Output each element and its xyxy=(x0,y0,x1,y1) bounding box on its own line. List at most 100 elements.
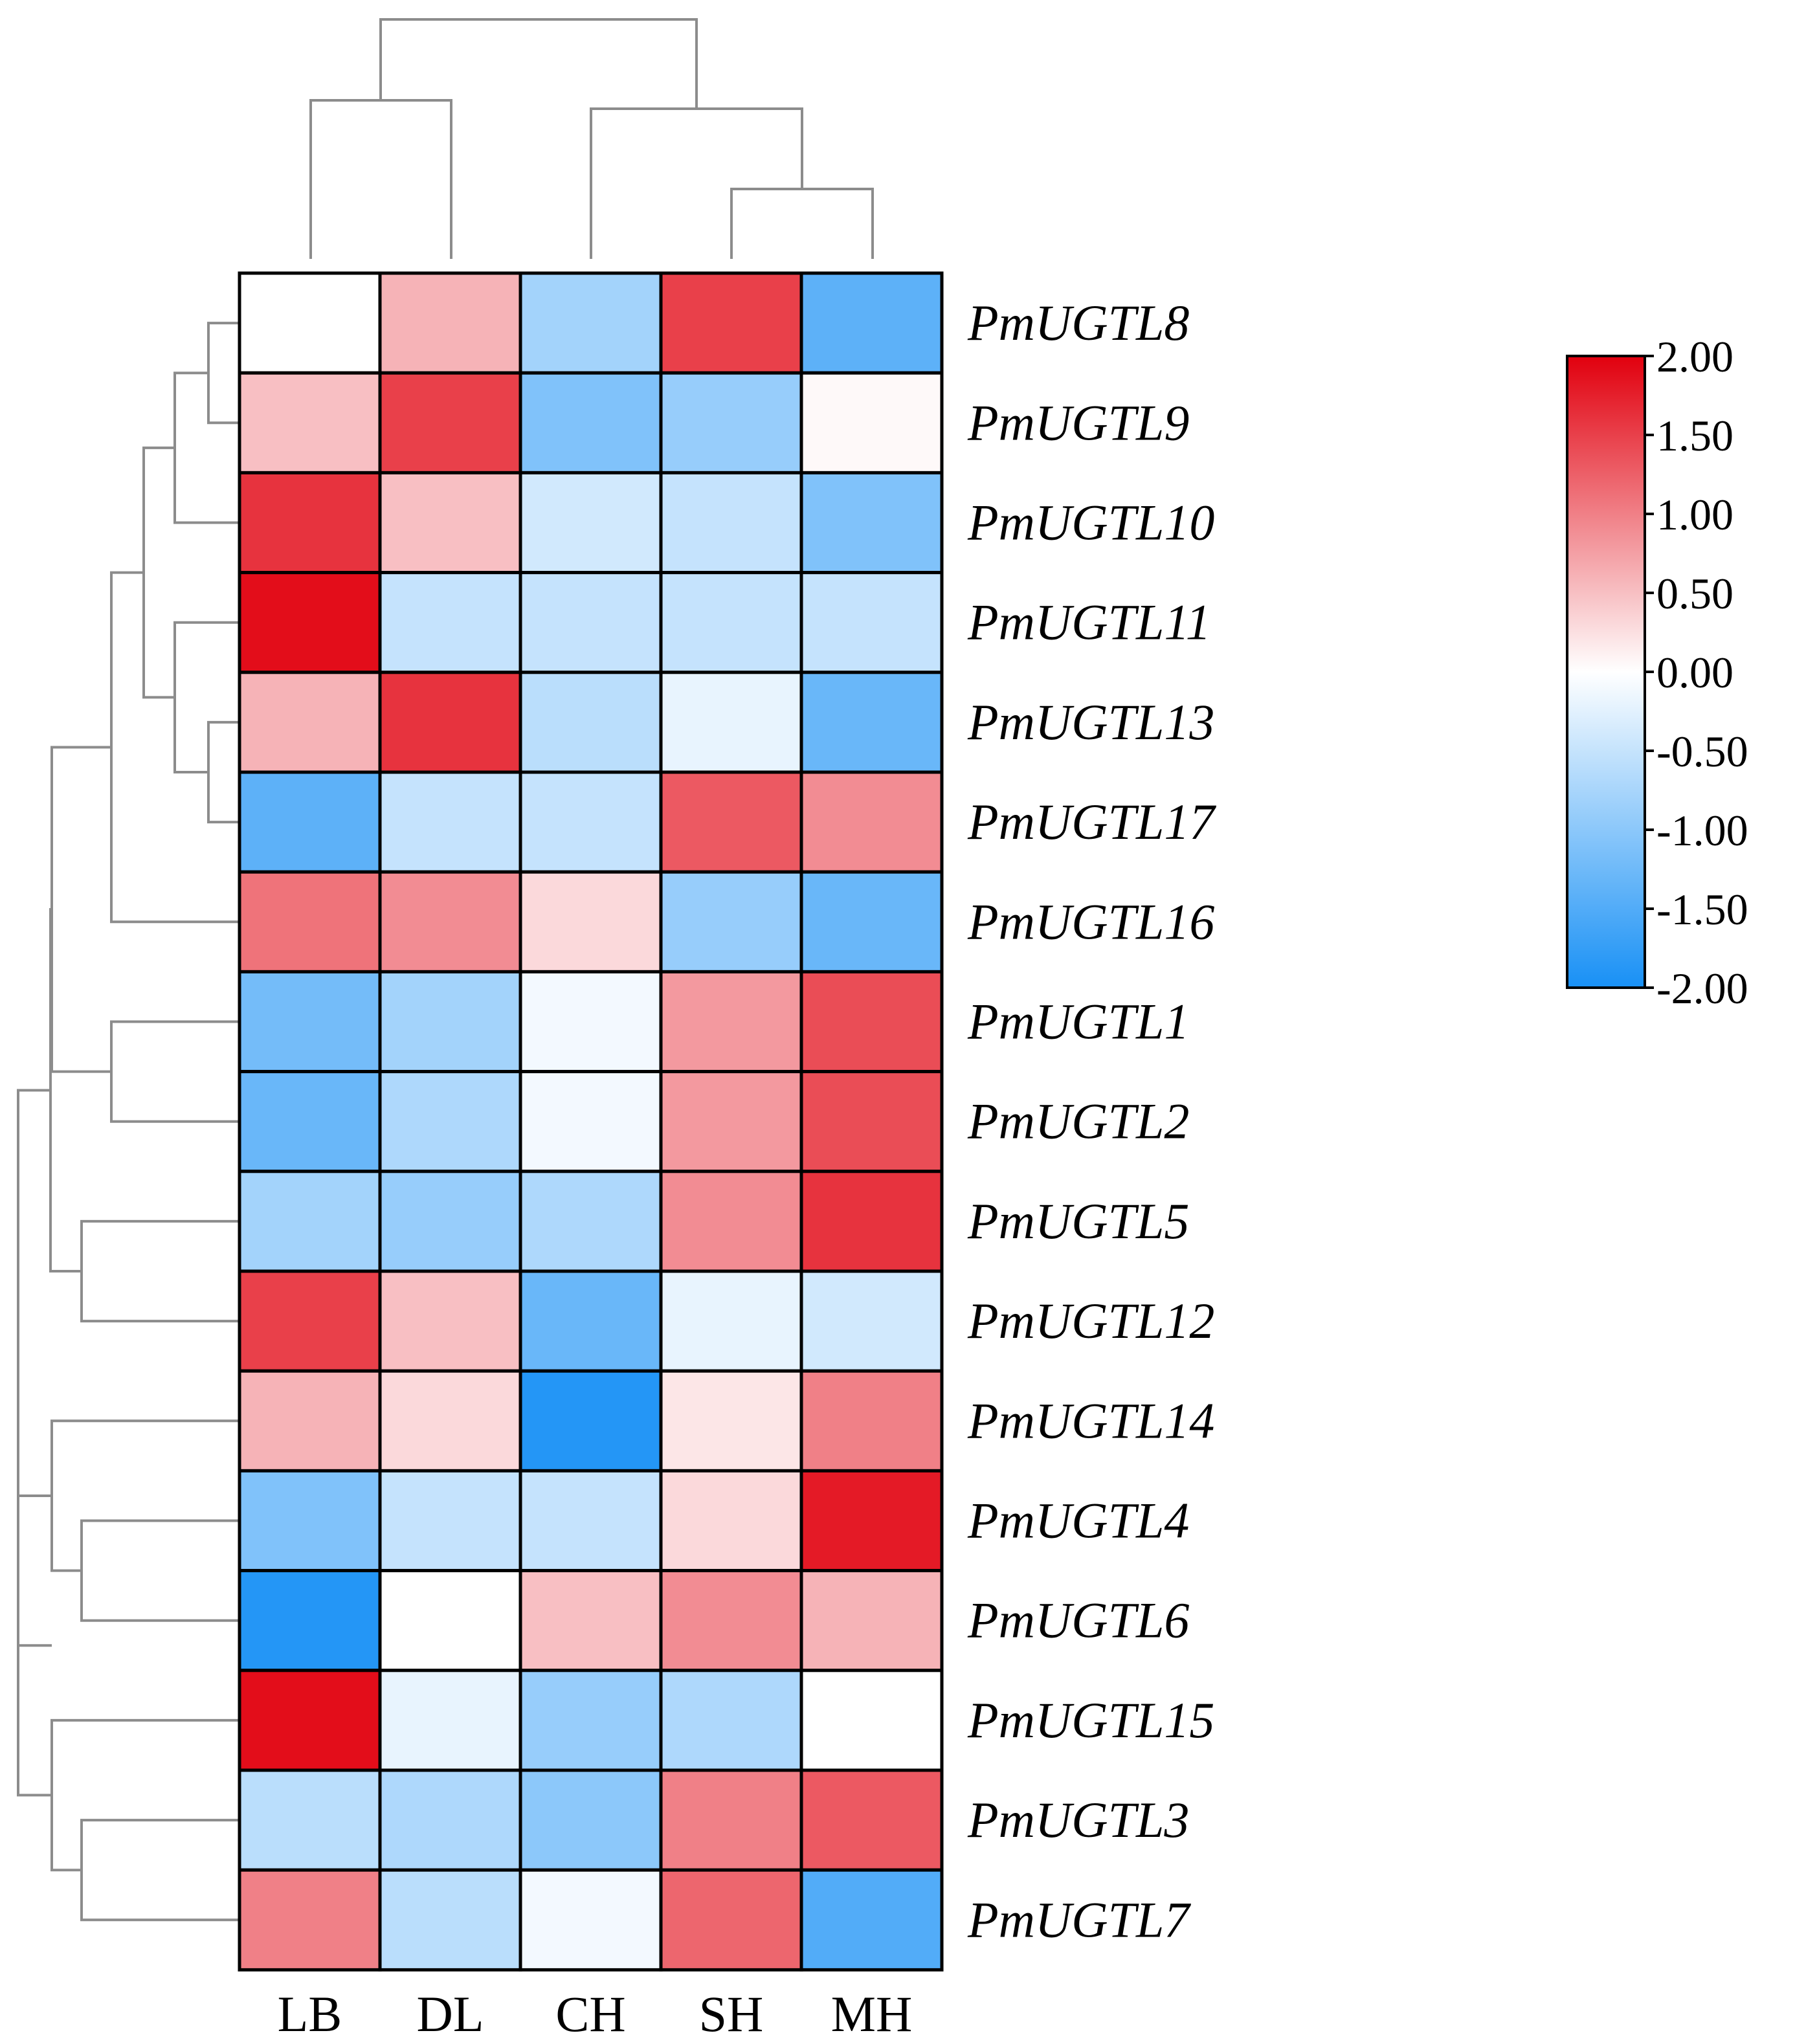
row-label: PmUGTL1 xyxy=(967,994,1189,1050)
heatmap-cell xyxy=(238,271,382,375)
heatmap-cell xyxy=(799,1070,944,1173)
heatmap-cell xyxy=(238,970,382,1074)
colorbar: 2.00 1.50 1.00 0.50 0.00 -0.50 -1.00 -1.50 -2.00 xyxy=(1566,332,1748,1013)
heatmap-cell xyxy=(238,371,382,474)
heatmap-cell xyxy=(799,1269,944,1373)
heatmap-cell xyxy=(659,970,803,1074)
colorbar-tick-label: -0.50 xyxy=(1656,727,1748,776)
heatmap-cell xyxy=(799,770,944,874)
heatmap-cell xyxy=(659,571,803,674)
heatmap-cell xyxy=(518,1469,663,1573)
heatmap-cell xyxy=(659,1868,803,1972)
heatmap-cell xyxy=(518,970,663,1074)
heatmap-cell xyxy=(518,1269,663,1373)
column-label: SH xyxy=(699,1986,764,2042)
heatmap-cell xyxy=(659,1669,803,1772)
colorbar-tick-label: -1.00 xyxy=(1656,806,1748,855)
heatmap-cell xyxy=(378,1369,522,1472)
heatmap-cell xyxy=(799,571,944,674)
heatmap-cell xyxy=(799,1669,944,1772)
row-dendro-branch xyxy=(80,1819,240,1922)
colorbar-tick-label: -2.00 xyxy=(1656,964,1748,1013)
column-label: CH xyxy=(555,1986,625,2042)
column-label: MH xyxy=(831,1986,913,2042)
heatmap-cell xyxy=(799,870,944,973)
heatmap-cell xyxy=(518,1369,663,1472)
heatmap-cell xyxy=(378,1569,522,1672)
col-dendro-branch xyxy=(590,107,803,259)
heatmap-cell xyxy=(659,1469,803,1573)
row-label: PmUGTL16 xyxy=(967,893,1214,950)
heatmap-cell xyxy=(378,1768,522,1872)
colorbar-tick-label: 0.00 xyxy=(1656,648,1734,697)
heatmap-cell xyxy=(238,1369,382,1472)
heatmap-cell xyxy=(518,671,663,774)
heatmap-cell xyxy=(378,1669,522,1772)
col-dendro-branch xyxy=(379,18,698,109)
heatmap-cell xyxy=(518,571,663,674)
column-label: DL xyxy=(417,1986,484,2042)
heatmap-cell xyxy=(238,1868,382,1972)
heatmap-cell xyxy=(238,1768,382,1872)
heatmap-cell xyxy=(238,571,382,674)
row-dendro-branch xyxy=(207,720,240,824)
heatmap-cell xyxy=(518,371,663,474)
heatmap-cell xyxy=(518,471,663,575)
heatmap-cell xyxy=(659,271,803,375)
heatmap-cell xyxy=(799,1569,944,1672)
heatmap-cell xyxy=(659,770,803,874)
heatmap-cell xyxy=(518,1768,663,1872)
heatmap-cell xyxy=(378,870,522,973)
heatmap-cell xyxy=(518,770,663,874)
heatmap-cell xyxy=(238,1569,382,1672)
heatmap-cell xyxy=(238,1669,382,1772)
row-label: PmUGTL8 xyxy=(967,294,1189,351)
heatmap-cell xyxy=(659,1170,803,1273)
row-dendro-branch xyxy=(110,1020,240,1123)
heatmap-cell xyxy=(238,471,382,575)
row-label: PmUGTL13 xyxy=(967,694,1214,750)
heatmap-cell xyxy=(378,770,522,874)
heatmap-cell xyxy=(378,1868,522,1972)
heatmap-cell xyxy=(378,1269,522,1373)
colorbar-tick-label: 0.50 xyxy=(1656,569,1734,618)
row-label: PmUGTL14 xyxy=(967,1392,1214,1449)
heatmap-cell xyxy=(799,471,944,575)
row-label: PmUGTL15 xyxy=(967,1692,1214,1748)
row-labels: PmUGTL8 PmUGTL9 PmUGTL10 PmUGTL11 PmUGTL13 Pm… xyxy=(967,294,1216,1948)
column-label: LB xyxy=(278,1986,342,2042)
heatmap-cell xyxy=(518,1170,663,1273)
heatmap-cell xyxy=(378,1070,522,1173)
colorbar-tick-label: -1.50 xyxy=(1656,885,1748,934)
column-labels: LB DL CH SH MH xyxy=(278,1986,913,2042)
row-label: PmUGTL7 xyxy=(967,1891,1191,1948)
heatmap-cell xyxy=(799,1469,944,1573)
heatmap-cell xyxy=(238,671,382,774)
heatmap-cell xyxy=(238,1269,382,1373)
row-dendro-branch xyxy=(207,322,240,425)
heatmap-cell xyxy=(378,371,522,474)
heatmap-cell xyxy=(799,271,944,375)
heatmap-cell xyxy=(799,371,944,474)
heatmap-cell xyxy=(518,1569,663,1672)
heatmap-cell xyxy=(378,1469,522,1573)
heatmap-cells xyxy=(238,271,944,1972)
row-dendro-branch xyxy=(17,1089,52,1647)
row-label: PmUGTL2 xyxy=(967,1093,1189,1150)
colorbar-tick-label: 1.00 xyxy=(1656,490,1734,539)
heatmap-cell xyxy=(659,1768,803,1872)
row-label: PmUGTL11 xyxy=(967,594,1211,650)
heatmap-cell xyxy=(238,770,382,874)
row-dendrogram xyxy=(17,322,240,1922)
heatmap-cell xyxy=(378,671,522,774)
heatmap-cell xyxy=(378,471,522,575)
row-label: PmUGTL12 xyxy=(967,1293,1214,1349)
heatmap-cell xyxy=(378,970,522,1074)
colorbar-ticks: 2.00 1.50 1.00 0.50 0.00 -0.50 -1.00 -1.50 -2.00 xyxy=(1645,332,1748,1013)
heatmap-cell xyxy=(518,1669,663,1772)
heatmap-cell xyxy=(659,1369,803,1472)
heatmap-cell xyxy=(799,671,944,774)
heatmap-cell xyxy=(659,1569,803,1672)
row-dendro-branch xyxy=(142,446,175,699)
